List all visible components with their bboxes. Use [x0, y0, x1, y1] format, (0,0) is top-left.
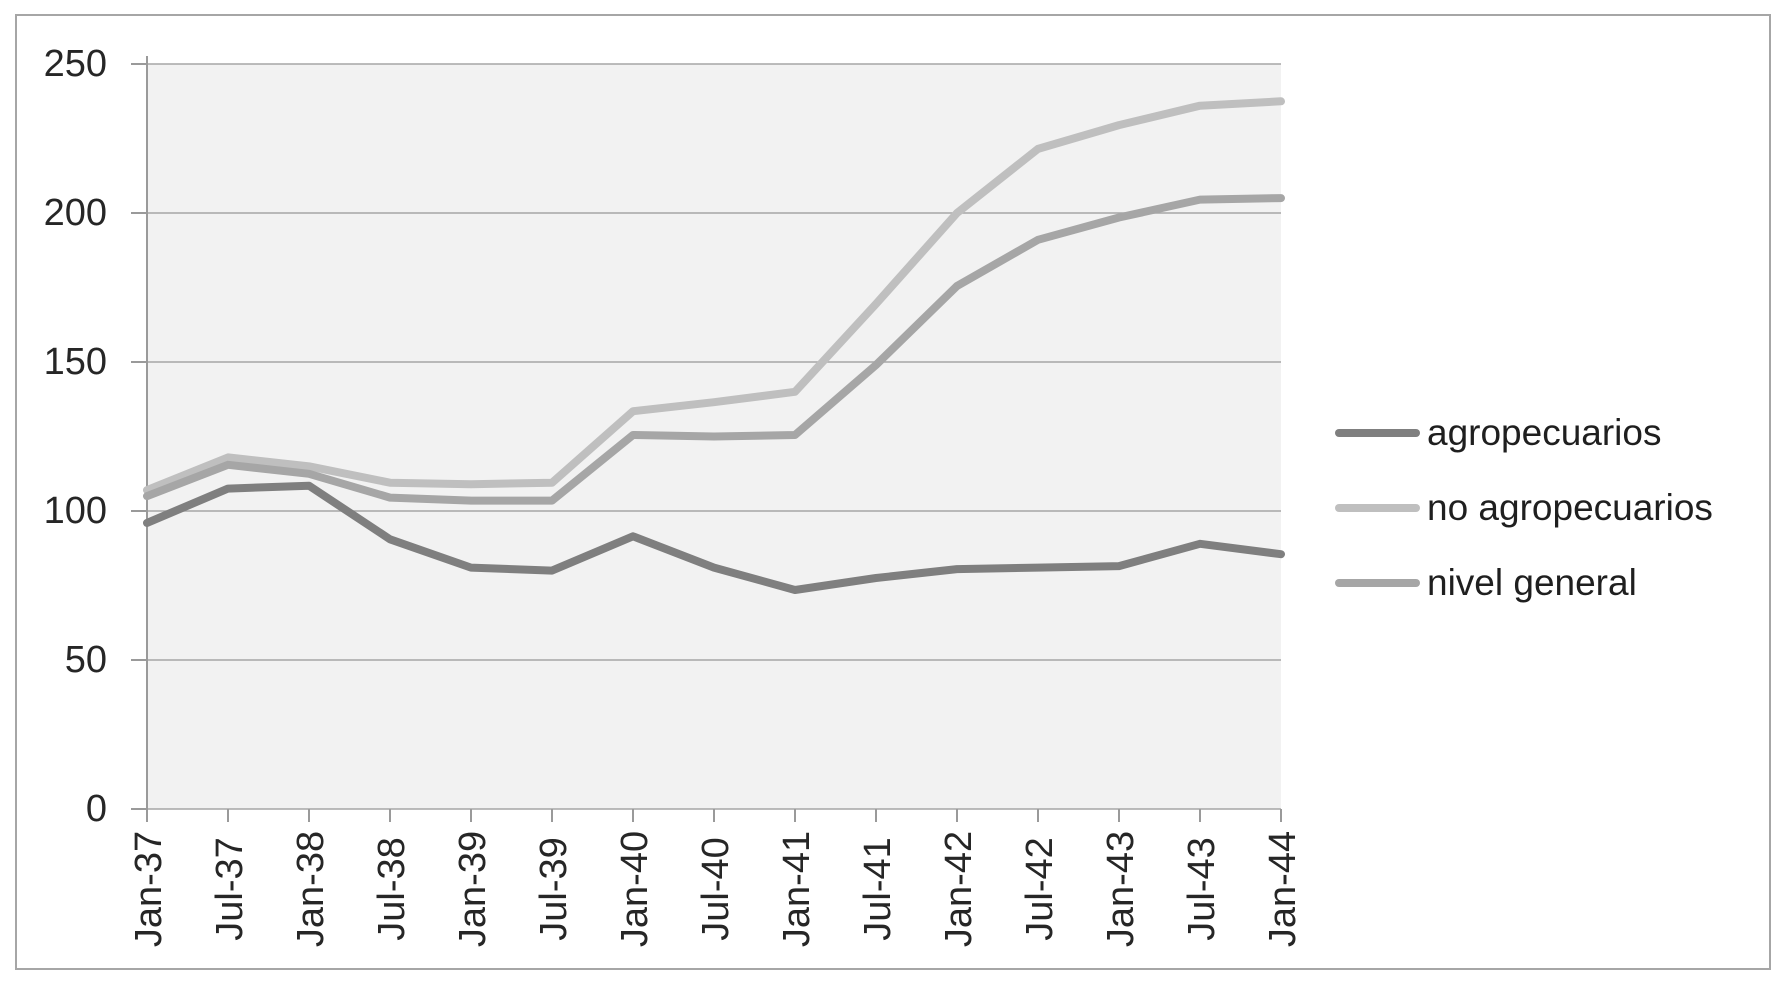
x-tick-label: Jul-43 — [1181, 837, 1223, 941]
x-tick-label: Jan-37 — [128, 830, 170, 948]
legend-line-sample-nivel-general — [1335, 579, 1420, 587]
x-tick-label: Jan-40 — [614, 830, 656, 948]
x-tick-label: Jul-37 — [209, 837, 251, 941]
x-tick-label: Jan-41 — [776, 830, 818, 948]
series-line-no-agropecuarios — [143, 97, 1285, 495]
y-tick-label: 0 — [85, 788, 107, 830]
y-tick-label: 100 — [43, 490, 107, 532]
x-tick-label: Jul-40 — [695, 837, 737, 941]
legend-item-no-agropecuarios: no agropecuarios — [1335, 485, 1713, 531]
x-tick-label: Jan-43 — [1100, 830, 1142, 948]
x-tick-label: Jan-38 — [290, 830, 332, 948]
legend-item-nivel-general: nivel general — [1335, 560, 1637, 606]
legend-line-sample-no-agropecuarios — [1335, 504, 1420, 512]
y-tick-label: 250 — [43, 43, 107, 85]
legend-line-sample-agropecuarios — [1335, 429, 1420, 437]
x-tick-label: Jul-38 — [371, 837, 413, 941]
y-tick-label: 200 — [43, 192, 107, 234]
x-tick-label: Jan-39 — [452, 830, 494, 948]
x-tick-label: Jul-41 — [857, 837, 899, 941]
x-tick-label: Jan-44 — [1262, 830, 1304, 948]
legend-item-agropecuarios: agropecuarios — [1335, 410, 1661, 456]
x-tick-label: Jul-42 — [1019, 837, 1061, 941]
series-line-nivel-general — [143, 194, 1285, 505]
x-tick-label: Jan-42 — [938, 830, 980, 948]
legend-label: no agropecuarios — [1427, 487, 1713, 528]
series-line-agropecuarios — [143, 481, 1285, 594]
legend-label: nivel general — [1427, 562, 1637, 603]
legend-label: agropecuarios — [1427, 412, 1662, 453]
y-tick-label: 50 — [64, 639, 107, 681]
x-tick-label: Jul-39 — [533, 837, 575, 941]
y-tick-label: 150 — [43, 341, 107, 383]
